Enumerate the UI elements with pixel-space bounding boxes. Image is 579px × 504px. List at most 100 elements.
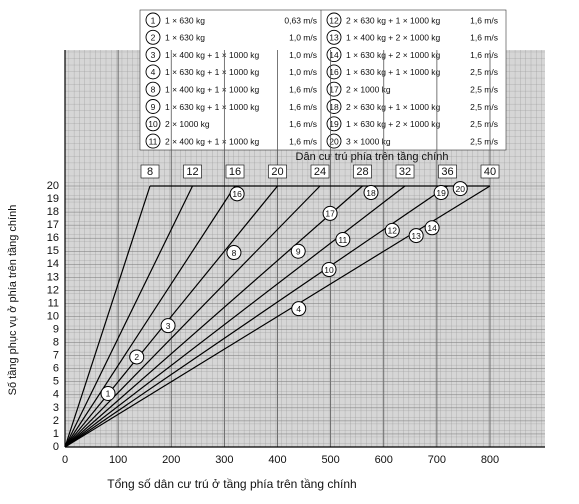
legend-config: 2 × 1000 kg: [346, 84, 391, 94]
legend-speed: 1,6 m/s: [470, 15, 498, 25]
ray-label-box: [438, 164, 457, 179]
marker: [129, 349, 145, 365]
legend-speed: 2,5 m/s: [470, 119, 498, 129]
y-tick-label: 8: [53, 337, 59, 349]
legend-id: 8: [151, 84, 156, 94]
y-tick-label: 6: [53, 363, 59, 375]
marker-label: 3: [166, 321, 171, 331]
marker-label: 9: [296, 247, 301, 257]
legend-id: 11: [149, 136, 158, 146]
marker-label: 20: [456, 184, 466, 194]
legend-speed: 1,0 m/s: [289, 33, 317, 43]
ray-label: 12: [186, 166, 198, 178]
top-label: Dân cư trú phía trên tầng chính: [296, 151, 449, 163]
marker: [384, 222, 400, 238]
ray: [64, 185, 448, 448]
ray-label: 28: [356, 166, 368, 178]
ray-label-box: [268, 164, 287, 179]
legend-speed: 2,5 m/s: [470, 136, 498, 146]
legend-id-circle: [145, 64, 161, 80]
y-tick-label: 4: [53, 389, 59, 401]
y-tick-label: 7: [53, 350, 59, 362]
legend-speed: 0,63 m/s: [284, 15, 317, 25]
ray: [64, 185, 321, 448]
x-tick-label: 400: [268, 454, 286, 466]
y-tick-label: 14: [47, 258, 59, 270]
x-tick-label: 800: [481, 454, 499, 466]
ray: [64, 185, 236, 448]
marker-label: 1: [106, 389, 111, 399]
legend-config: 2 × 400 kg + 1 × 1000 kg: [165, 136, 260, 146]
legend-id-circle: [145, 99, 161, 114]
marker: [452, 181, 468, 197]
legend-speed: 1,6 m/s: [289, 84, 317, 94]
x-tick-label: 0: [62, 454, 68, 466]
y-tick-label: 9: [53, 323, 59, 335]
ray-label: 16: [229, 166, 241, 178]
ray: [64, 185, 151, 448]
ray-label: 20: [271, 166, 283, 178]
legend-speed: 1,6 m/s: [289, 119, 317, 129]
legend-id: 12: [329, 15, 339, 25]
marker: [229, 186, 245, 202]
legend-id-circle: [145, 47, 161, 63]
marker-label: 13: [411, 231, 421, 241]
y-tick-label: 19: [47, 193, 59, 205]
ray: [64, 185, 278, 448]
y-tick-label: 12: [47, 284, 59, 296]
marker: [408, 228, 424, 244]
marker: [290, 243, 306, 259]
legend-config: 1 × 630 kg: [165, 15, 205, 25]
legend-speed: 1,6 m/s: [289, 102, 317, 112]
x-tick-label: 500: [321, 454, 339, 466]
x-tick-label: 600: [375, 454, 393, 466]
ray-label-box: [395, 164, 415, 179]
y-tick-label: 5: [53, 376, 59, 388]
marker: [363, 185, 379, 201]
marker-label: 16: [232, 189, 242, 199]
ray-label-box: [353, 164, 372, 179]
legend-id: 16: [329, 67, 339, 77]
y-tick-label: 16: [47, 232, 59, 244]
marker: [226, 245, 242, 261]
y-tick-label: 0: [53, 441, 59, 453]
marker-label: 12: [388, 226, 398, 236]
marker-label: 14: [427, 223, 437, 233]
marker: [433, 185, 449, 201]
marker: [100, 385, 116, 401]
marker: [424, 220, 440, 236]
ray: [64, 185, 406, 448]
x-tick-label: 200: [162, 454, 180, 466]
legend-id: 1: [151, 15, 156, 25]
marker-label: 2: [134, 352, 139, 362]
marker-label: 11: [338, 235, 347, 245]
legend-config: 3 × 1000 kg: [346, 136, 391, 146]
legend-config: 1 × 630 kg + 2 × 1000 kg: [346, 119, 441, 129]
legend-speed: 1,6 m/s: [470, 50, 498, 60]
ray: [64, 185, 363, 448]
y-tick-label: 15: [47, 245, 59, 257]
marker-label: 8: [232, 248, 237, 258]
legend-id: 14: [329, 50, 339, 60]
legend-id: 3: [151, 50, 156, 60]
legend-speed: 2,5 m/s: [470, 102, 498, 112]
ray-label-box: [225, 164, 245, 179]
legend-speed: 2,5 m/s: [470, 84, 498, 94]
legend-config: 1 × 630 kg + 1 × 1000 kg: [346, 67, 441, 77]
x-tick-label: 100: [109, 454, 127, 466]
legend-id-circle: [145, 116, 161, 132]
legend-id: 18: [329, 102, 339, 112]
legend-id-circle: [326, 29, 342, 45]
ray-label-box: [310, 164, 330, 179]
y-tick-label: 1: [53, 428, 59, 440]
y-tick-label: 3: [53, 402, 59, 414]
y-tick-label: 18: [47, 206, 59, 218]
marker: [335, 232, 351, 248]
legend-id-circle: [326, 12, 342, 28]
ray-label-box: [140, 164, 160, 179]
legend-config: 1 × 630 kg + 2 × 1000 kg: [346, 50, 441, 60]
marker-label: 18: [366, 188, 376, 198]
marker-label: 4: [296, 304, 301, 314]
y-tick-label: 20: [47, 180, 59, 192]
